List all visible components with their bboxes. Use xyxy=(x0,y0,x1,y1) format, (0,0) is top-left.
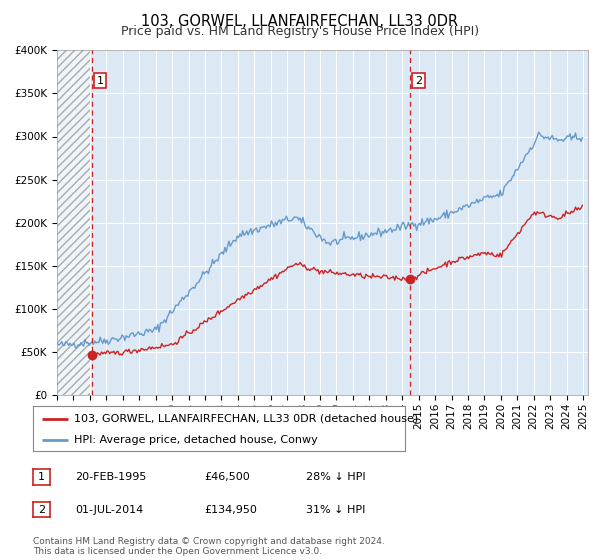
Text: HPI: Average price, detached house, Conwy: HPI: Average price, detached house, Conw… xyxy=(74,435,317,445)
Text: 28% ↓ HPI: 28% ↓ HPI xyxy=(306,472,365,482)
Text: 20-FEB-1995: 20-FEB-1995 xyxy=(75,472,146,482)
Text: £46,500: £46,500 xyxy=(204,472,250,482)
Text: 1: 1 xyxy=(38,472,45,482)
Text: £134,950: £134,950 xyxy=(204,505,257,515)
Text: 2: 2 xyxy=(415,76,422,86)
Text: 1: 1 xyxy=(97,76,104,86)
Text: 103, GORWEL, LLANFAIRFECHAN, LL33 0DR: 103, GORWEL, LLANFAIRFECHAN, LL33 0DR xyxy=(142,14,458,29)
Text: Price paid vs. HM Land Registry's House Price Index (HPI): Price paid vs. HM Land Registry's House … xyxy=(121,25,479,38)
Bar xyxy=(57,50,90,395)
Bar xyxy=(57,50,90,395)
Text: 2: 2 xyxy=(38,505,45,515)
Text: 103, GORWEL, LLANFAIRFECHAN, LL33 0DR (detached house): 103, GORWEL, LLANFAIRFECHAN, LL33 0DR (d… xyxy=(74,413,418,423)
Text: This data is licensed under the Open Government Licence v3.0.: This data is licensed under the Open Gov… xyxy=(33,547,322,556)
Text: 31% ↓ HPI: 31% ↓ HPI xyxy=(306,505,365,515)
Text: 01-JUL-2014: 01-JUL-2014 xyxy=(75,505,143,515)
Text: Contains HM Land Registry data © Crown copyright and database right 2024.: Contains HM Land Registry data © Crown c… xyxy=(33,537,385,546)
